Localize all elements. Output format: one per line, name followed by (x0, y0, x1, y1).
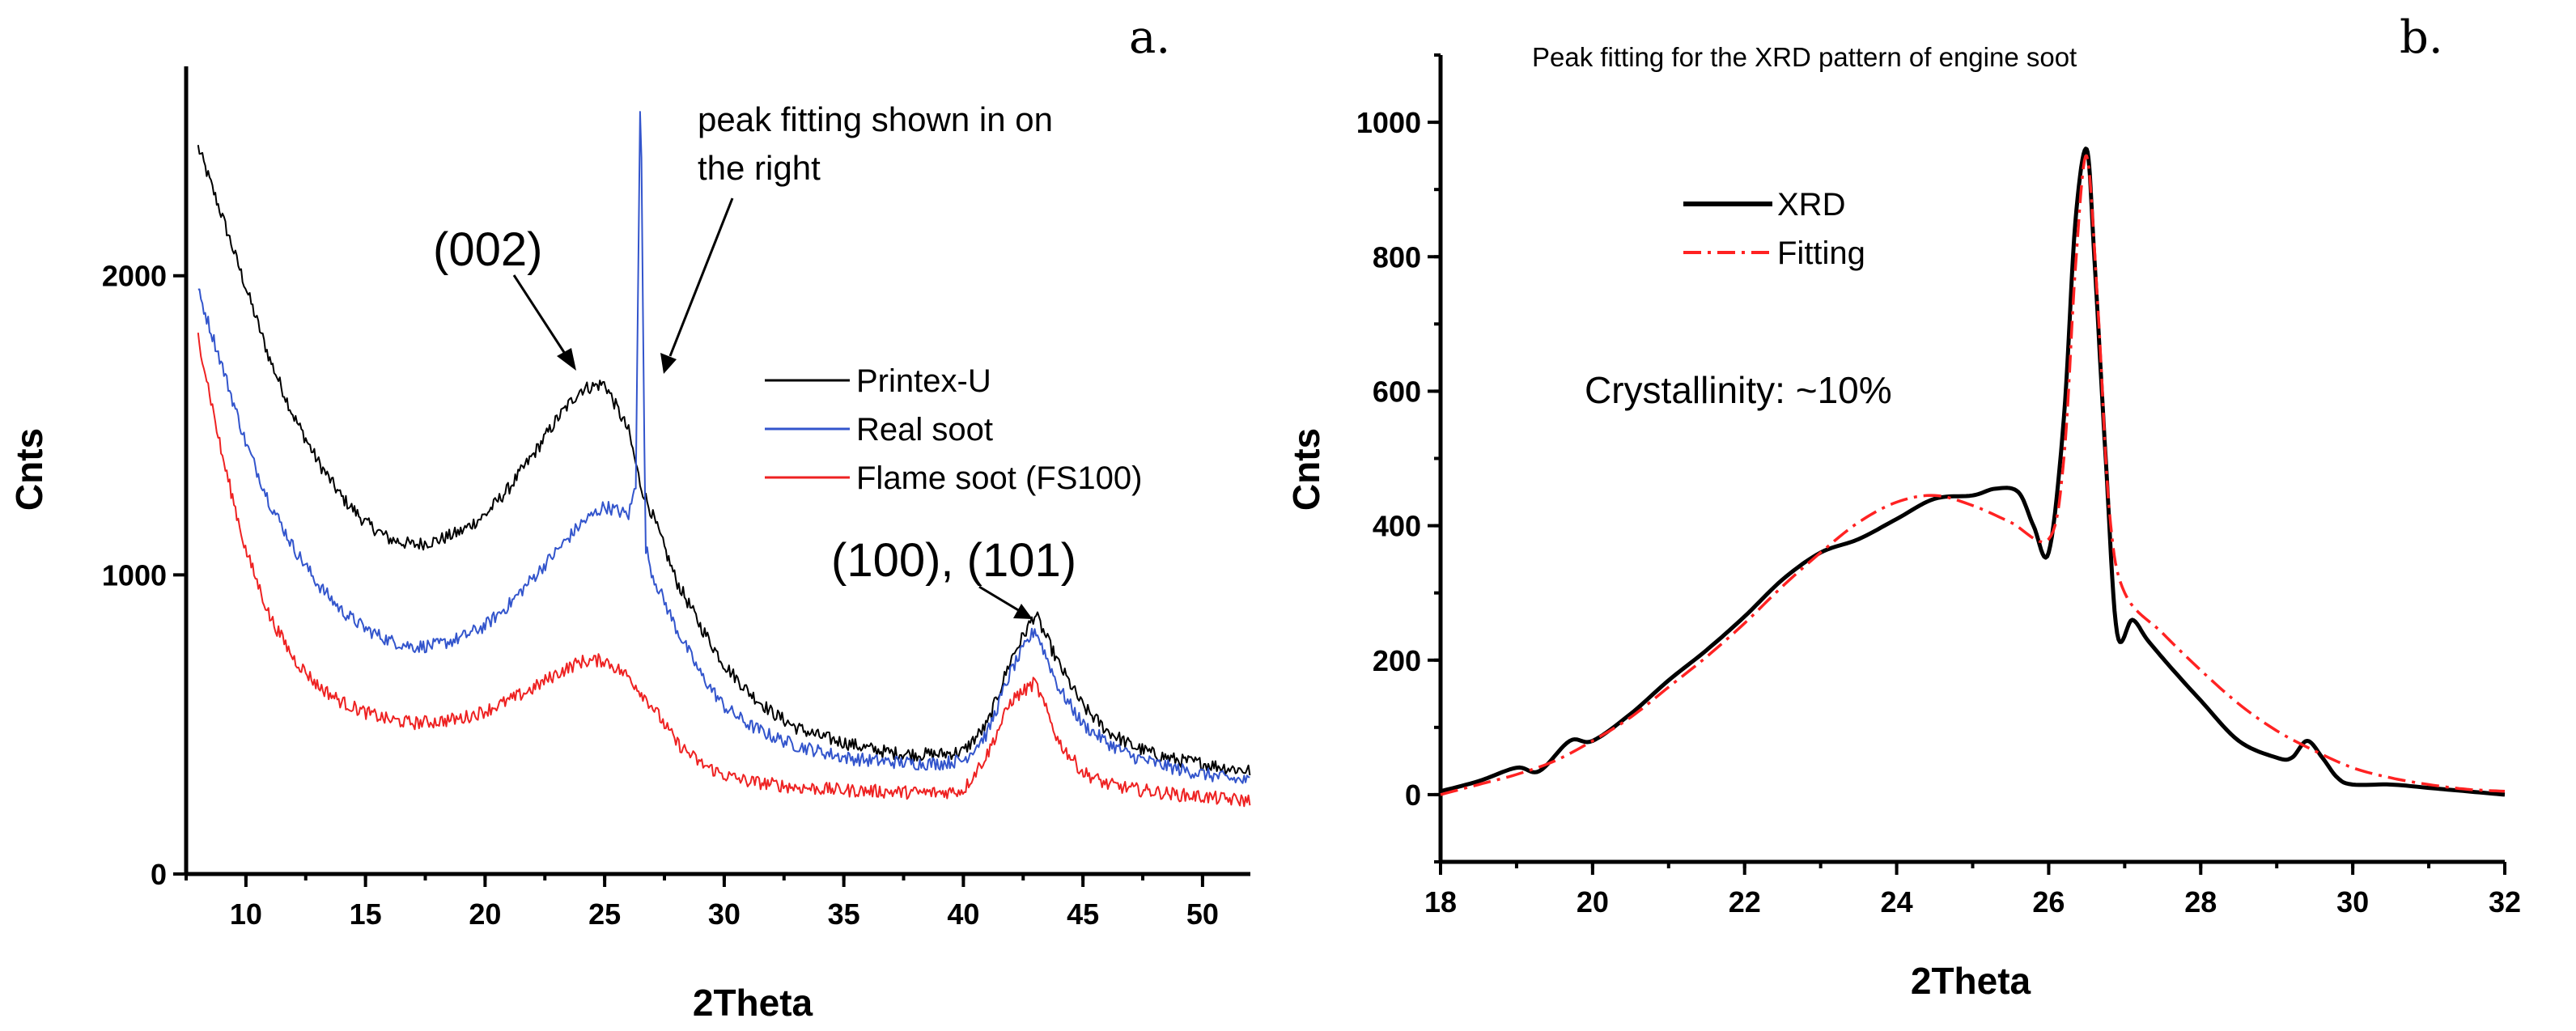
panel-b-x-tick-label: 30 (2336, 885, 2369, 919)
panel-a-x-tick-label: 30 (708, 897, 741, 931)
panel-a-x-tick-label: 45 (1067, 897, 1099, 931)
peak-002-label: (002) (433, 223, 542, 276)
panel-b-x-tick-label: 22 (1729, 885, 1761, 919)
peak-002-arrow-line (512, 274, 568, 357)
panel-a-x-tick-label: 20 (469, 897, 501, 931)
panel-a-xrd-soot-comparison: a. 10 15 20 25 30 35 40 45 50 0 1000 2000 2Theta C… (8, 11, 1251, 1024)
panel-b-y-tick-label: 400 (1373, 510, 1421, 543)
fit-note-arrow-line (668, 197, 734, 357)
panel-b-label: b. (2400, 11, 2443, 64)
panel-a-y-axis-title: Cnts (8, 428, 50, 511)
panel-b-y-tick-label: 800 (1373, 240, 1421, 274)
panel-b-y-tick-label: 200 (1373, 644, 1421, 677)
panel-a-series-printex-u (197, 145, 1251, 776)
panel-b-y-axis-title: Cnts (1285, 428, 1327, 511)
panel-b-x-tick-label: 32 (2489, 885, 2521, 919)
peak-100-101-arrow-line (978, 585, 1021, 613)
panel-a-x-tick-label: 10 (230, 897, 262, 931)
panel-b-x-tick-label: 20 (1577, 885, 1609, 919)
panel-a-series-real-soot (197, 111, 1250, 784)
panel-b-series-xrd (1440, 146, 2506, 797)
panel-a-x-tick-label: 50 (1186, 897, 1219, 931)
panel-b-series-group (1440, 146, 2506, 797)
peak-100-101-arrow-head (1013, 604, 1033, 619)
panel-a-y-tick-label: 1000 (102, 558, 167, 592)
panel-a-x-ticks: 10 15 20 25 30 35 40 45 50 (185, 874, 1219, 931)
panel-b-x-tick-label: 18 (1424, 885, 1457, 919)
panel-a-y-ticks: 0 1000 2000 (102, 260, 186, 891)
panel-b-y-tick-label: 1000 (1356, 106, 1421, 139)
peak-002-arrow-head (557, 348, 576, 371)
crystallinity-label: Crystallinity: ~10% (1585, 369, 1892, 411)
panel-b-y-tick-label: 600 (1373, 375, 1421, 408)
panel-b-x-ticks: 18 20 22 24 26 28 30 32 (1424, 862, 2521, 919)
peak-100-101-label: (100), (101) (831, 534, 1076, 587)
fit-note-line1: peak fitting shown in on (698, 100, 1053, 138)
panel-b-x-axis-title: 2Theta (1911, 960, 2031, 1002)
panel-a-y-tick-label: 2000 (102, 260, 167, 293)
panel-b-series-fitting (1440, 154, 2506, 796)
legend-label-xrd: XRD (1777, 187, 1845, 223)
fit-note-line2: the right (698, 149, 821, 187)
panel-b-x-tick-label: 28 (2184, 885, 2217, 919)
panel-b-legend: XRD Fitting (1683, 187, 1865, 271)
panel-b-y-ticks: 0 200 400 600 800 1000 (1356, 53, 1441, 863)
panel-a-label: a. (1129, 11, 1170, 64)
panel-a-legend: Printex-U Real soot Flame soot (FS100) (765, 363, 1142, 496)
panel-a-x-tick-label: 35 (828, 897, 860, 931)
panel-b-y-tick-label: 0 (1405, 779, 1421, 812)
panel-a-x-tick-label: 25 (588, 897, 621, 931)
panel-b-peak-fitting: b. Peak fitting for the XRD pattern of e… (1285, 11, 2521, 1002)
panel-a-series-flame-soot-fs100 (197, 332, 1251, 808)
panel-a-y-tick-label: 0 (151, 858, 167, 891)
legend-label-printex-u: Printex-U (856, 363, 991, 399)
panel-b-x-tick-label: 24 (1881, 885, 1913, 919)
panel-a-x-tick-label: 40 (947, 897, 979, 931)
panel-b-title: Peak fitting for the XRD pattern of engi… (1532, 42, 2077, 72)
legend-label-flame-soot: Flame soot (FS100) (856, 460, 1142, 496)
legend-label-fitting: Fitting (1777, 235, 1865, 271)
fit-note-arrow-head (660, 353, 677, 374)
panel-b-x-tick-label: 26 (2032, 885, 2065, 919)
panel-a-series-group (197, 111, 1251, 808)
panel-a-x-axis-title: 2Theta (693, 982, 813, 1024)
legend-label-real-soot: Real soot (856, 412, 993, 448)
panel-a-x-tick-label: 15 (350, 897, 382, 931)
